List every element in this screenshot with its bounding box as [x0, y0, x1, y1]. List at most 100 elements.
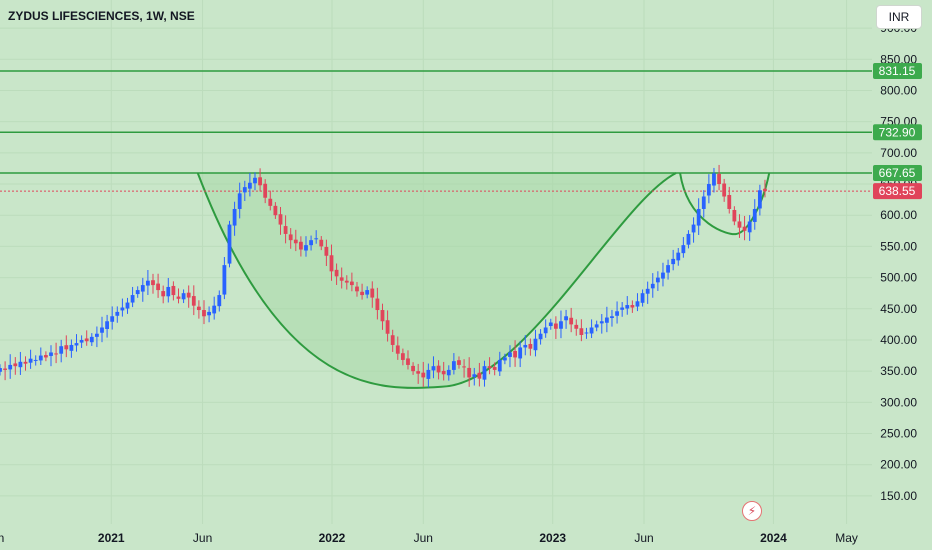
candle-body — [763, 188, 767, 192]
candle — [747, 215, 752, 241]
candle-body — [584, 332, 589, 334]
candle-body — [497, 359, 502, 372]
y-tick-label: 700.00 — [880, 146, 917, 160]
candle — [610, 309, 614, 327]
candle-body — [635, 301, 640, 307]
candle — [156, 273, 160, 298]
candle-body — [94, 333, 99, 337]
candle — [196, 300, 201, 319]
candle — [385, 310, 390, 342]
candle — [426, 363, 431, 388]
candle-body — [482, 366, 487, 380]
candle — [436, 360, 441, 380]
candle-body — [64, 345, 69, 350]
candle-body — [604, 317, 609, 323]
candle — [64, 335, 69, 358]
candle-body — [38, 355, 43, 361]
candle-body — [151, 280, 155, 286]
candle — [564, 309, 568, 329]
candle — [100, 316, 104, 343]
candle-body — [406, 358, 410, 365]
horizontal-levels[interactable] — [0, 70, 872, 192]
candle — [645, 281, 650, 304]
candle-body — [747, 221, 752, 233]
currency-button[interactable]: INR — [876, 5, 922, 29]
candle-body — [156, 283, 160, 291]
candle-body — [125, 302, 130, 309]
candle — [594, 320, 599, 332]
candle — [589, 319, 594, 339]
candle — [559, 310, 563, 339]
candle-body — [242, 187, 247, 193]
candle-body — [324, 246, 329, 256]
candle-body — [79, 339, 84, 343]
candle-body — [681, 245, 686, 254]
candle-body — [273, 205, 278, 216]
candle-body — [33, 359, 38, 361]
candle — [79, 335, 84, 348]
candle-body — [523, 344, 528, 348]
candle — [513, 340, 517, 367]
grid — [0, 0, 872, 524]
lightning-icon[interactable]: ⚡ — [742, 501, 762, 521]
candle — [273, 202, 278, 219]
candle — [625, 296, 630, 315]
candle-body — [360, 291, 364, 296]
candle — [140, 277, 145, 302]
candle-body — [451, 361, 456, 370]
candle — [3, 361, 7, 381]
candle-body — [375, 298, 380, 311]
candle-body — [513, 350, 517, 358]
candle-body — [543, 327, 548, 334]
candle-body — [416, 371, 421, 374]
candles — [0, 164, 767, 388]
price-axis[interactable]: 900.00850.00800.00750.00700.00650.00600.… — [880, 21, 917, 503]
candle-body — [355, 286, 359, 292]
candle — [655, 271, 660, 291]
candle — [497, 351, 502, 376]
candle-body — [49, 352, 53, 356]
candle — [732, 206, 737, 226]
y-tick-label: 350.00 — [880, 364, 917, 378]
candle — [467, 357, 472, 387]
candle — [263, 179, 268, 204]
candle — [630, 300, 635, 313]
price-tag: 638.55 — [873, 183, 922, 200]
candle — [186, 285, 191, 308]
candle-body — [625, 305, 630, 309]
candle-body — [207, 311, 211, 316]
candle-body — [217, 295, 222, 307]
candle — [533, 329, 538, 357]
candle — [661, 262, 665, 287]
candle-body — [727, 195, 732, 209]
candle — [752, 199, 757, 230]
candle-body — [538, 333, 543, 340]
candle — [38, 347, 43, 365]
candle — [691, 217, 696, 243]
x-tick-label: May — [835, 531, 858, 545]
cup-and-handle-pattern — [196, 172, 771, 389]
y-tick-label: 600.00 — [880, 208, 917, 222]
candle — [49, 345, 53, 367]
candle — [676, 248, 681, 266]
price-tag: 831.15 — [873, 63, 922, 80]
y-tick-label: 450.00 — [880, 302, 917, 316]
candle — [370, 281, 375, 308]
time-axis[interactable]: Jun 2021 Jun 2022 Jun 2023 Jun 2024 May — [0, 531, 858, 545]
candle — [446, 365, 451, 381]
candle — [278, 206, 283, 235]
candle — [181, 289, 186, 304]
candle-body — [574, 324, 579, 329]
candle — [191, 285, 196, 316]
candle — [329, 244, 334, 281]
candle-body — [293, 239, 298, 244]
candle — [696, 198, 701, 235]
candle-body — [258, 177, 262, 186]
candle-body — [232, 208, 237, 226]
candle — [110, 306, 115, 330]
candle-body — [69, 344, 74, 351]
candle — [94, 326, 99, 348]
candle-body — [441, 370, 446, 375]
